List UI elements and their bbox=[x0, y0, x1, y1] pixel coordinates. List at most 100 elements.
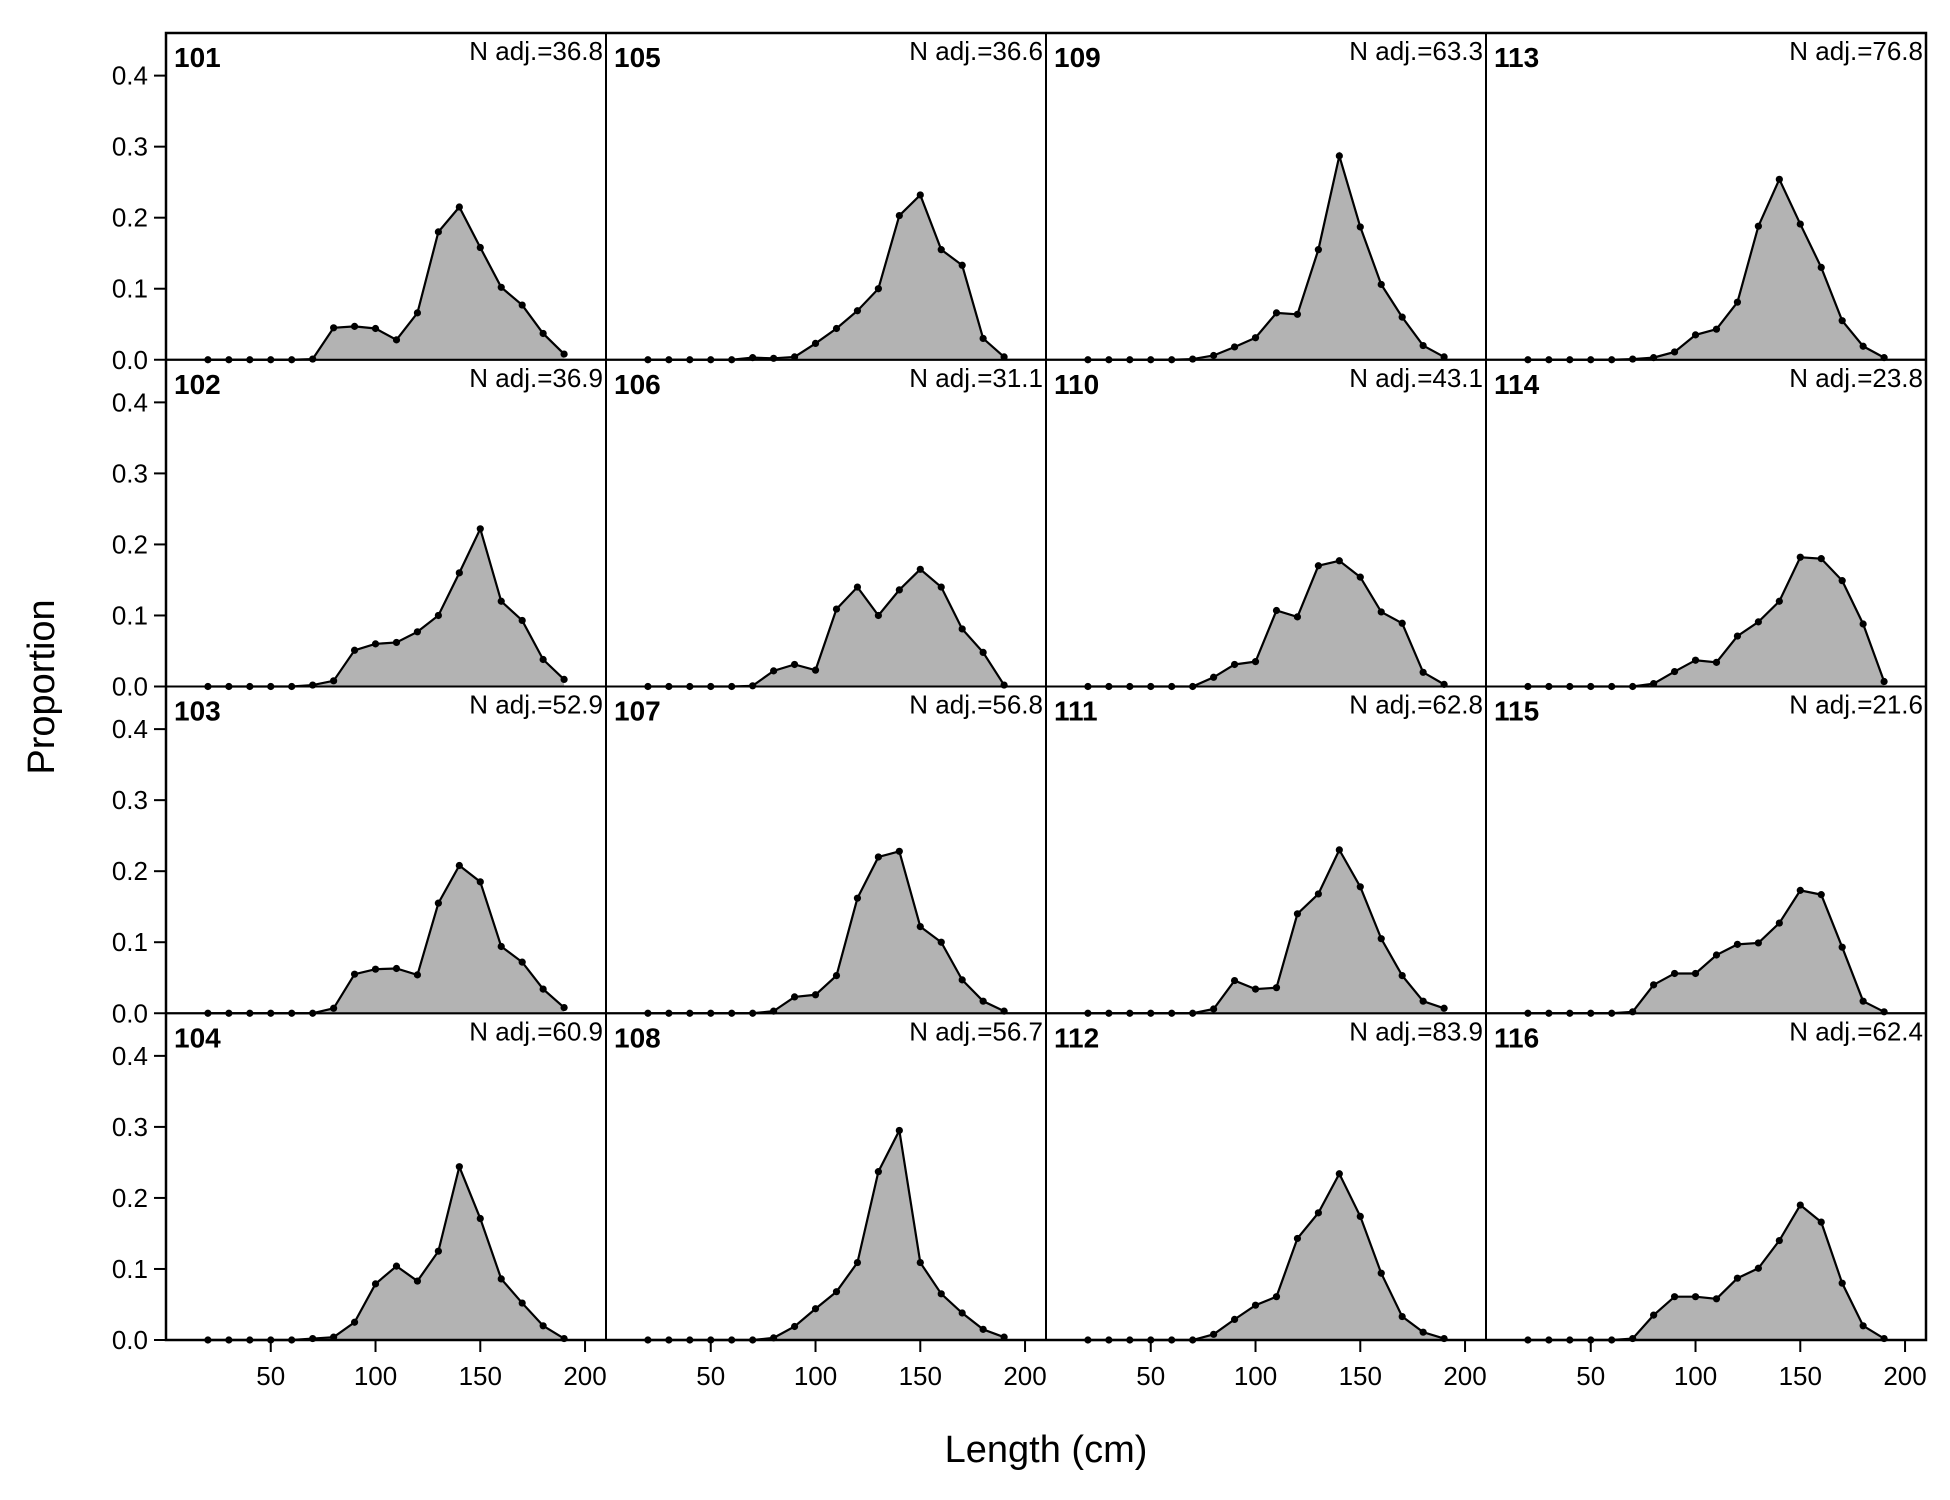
data-point bbox=[1817, 555, 1825, 563]
data-point bbox=[330, 324, 338, 332]
data-point bbox=[874, 853, 882, 861]
x-tick-label: 100 bbox=[354, 1361, 397, 1391]
panel-label: 103 bbox=[174, 696, 221, 727]
data-point bbox=[1335, 152, 1343, 160]
data-point bbox=[895, 847, 903, 855]
panel-label: 102 bbox=[174, 369, 221, 400]
data-point bbox=[958, 1309, 966, 1317]
data-point bbox=[350, 970, 359, 978]
panel-border bbox=[1485, 1012, 1927, 1341]
data-point bbox=[1356, 573, 1364, 581]
distribution-area bbox=[1527, 890, 1885, 1014]
data-point bbox=[1356, 883, 1364, 891]
data-point bbox=[1880, 677, 1888, 686]
panel-label: 106 bbox=[614, 369, 661, 400]
data-point bbox=[1272, 1293, 1281, 1301]
data-point bbox=[434, 611, 442, 620]
x-tick-label: 50 bbox=[696, 1361, 725, 1391]
x-tick-label: 150 bbox=[899, 1361, 942, 1391]
data-point bbox=[539, 1322, 547, 1330]
x-tick-label: 50 bbox=[1576, 1361, 1605, 1391]
data-point bbox=[1733, 298, 1742, 306]
data-point bbox=[455, 1163, 463, 1171]
n-adj-label: N adj.=56.8 bbox=[909, 690, 1043, 720]
n-adj-label: N adj.=62.4 bbox=[1789, 1016, 1923, 1046]
data-point bbox=[1293, 613, 1302, 621]
data-point bbox=[916, 1258, 924, 1267]
x-tick-label: 100 bbox=[794, 1361, 837, 1391]
data-point bbox=[497, 283, 505, 291]
y-tick-label: 0.3 bbox=[112, 458, 148, 488]
y-tick-label: 0.3 bbox=[112, 132, 148, 162]
n-adj-label: N adj.=36.6 bbox=[909, 36, 1043, 66]
data-point bbox=[1650, 1311, 1658, 1319]
data-point bbox=[1691, 656, 1700, 664]
data-point bbox=[476, 243, 484, 252]
n-adj-label: N adj.=63.3 bbox=[1349, 36, 1483, 66]
data-point bbox=[1293, 1234, 1302, 1243]
data-point bbox=[371, 640, 380, 648]
data-point bbox=[476, 878, 484, 886]
panel-border bbox=[605, 685, 1047, 1015]
data-point bbox=[1859, 342, 1867, 350]
distribution-area bbox=[207, 528, 565, 687]
data-point bbox=[1230, 976, 1239, 985]
data-point bbox=[392, 964, 401, 973]
n-adj-label: N adj.=52.9 bbox=[469, 690, 603, 720]
data-point bbox=[1733, 1274, 1742, 1282]
data-point bbox=[1398, 1312, 1406, 1321]
distribution-area bbox=[1527, 1205, 1885, 1340]
data-point bbox=[1796, 886, 1804, 894]
data-point bbox=[413, 1277, 422, 1285]
panel-115: 115 N adj.=21.6 bbox=[1485, 685, 1927, 1017]
x-tick-label: 200 bbox=[1003, 1361, 1046, 1391]
data-point bbox=[1398, 619, 1406, 627]
data-point bbox=[371, 1280, 380, 1288]
data-point bbox=[916, 922, 924, 931]
data-point bbox=[560, 350, 568, 358]
data-point bbox=[1754, 618, 1762, 626]
y-tick-label: 0.3 bbox=[112, 785, 148, 815]
data-point bbox=[1796, 553, 1804, 561]
data-point bbox=[1230, 660, 1239, 669]
data-point bbox=[1712, 951, 1721, 959]
data-point bbox=[1859, 620, 1867, 628]
panel-109: 109 N adj.=63.3 bbox=[1045, 32, 1487, 364]
distribution-area bbox=[647, 569, 1005, 687]
y-tick-label: 0.1 bbox=[112, 1254, 148, 1284]
distribution-area bbox=[1527, 557, 1885, 687]
data-point bbox=[1859, 1322, 1867, 1330]
panel-label: 116 bbox=[1494, 1022, 1539, 1053]
data-point bbox=[1691, 1293, 1700, 1301]
data-point bbox=[518, 1299, 526, 1307]
data-point bbox=[1712, 658, 1721, 666]
data-point bbox=[1377, 935, 1385, 943]
y-tick-label: 0.0 bbox=[112, 1325, 148, 1355]
data-point bbox=[1838, 577, 1846, 585]
data-point bbox=[371, 324, 380, 333]
x-tick-label: 150 bbox=[459, 1361, 502, 1391]
data-point bbox=[434, 228, 442, 236]
data-point bbox=[497, 942, 505, 951]
data-point bbox=[1670, 667, 1679, 676]
data-point bbox=[1210, 673, 1218, 681]
data-point bbox=[790, 993, 799, 1001]
data-point bbox=[958, 625, 966, 633]
panel-label: 115 bbox=[1494, 696, 1539, 727]
data-point bbox=[874, 611, 882, 620]
data-point bbox=[937, 583, 945, 591]
data-point bbox=[1670, 348, 1679, 356]
data-point bbox=[434, 899, 442, 907]
data-point bbox=[1419, 1328, 1427, 1336]
panel-border bbox=[1045, 1012, 1487, 1341]
x-tick-label: 200 bbox=[1883, 1361, 1926, 1391]
panel-border bbox=[605, 32, 1047, 361]
data-point bbox=[958, 261, 966, 269]
data-point bbox=[1691, 331, 1700, 339]
data-point bbox=[1733, 632, 1742, 640]
data-point bbox=[1817, 263, 1825, 272]
data-point bbox=[1272, 309, 1281, 317]
data-point bbox=[1210, 351, 1218, 360]
data-point bbox=[1314, 1209, 1322, 1217]
data-point bbox=[560, 1003, 568, 1012]
